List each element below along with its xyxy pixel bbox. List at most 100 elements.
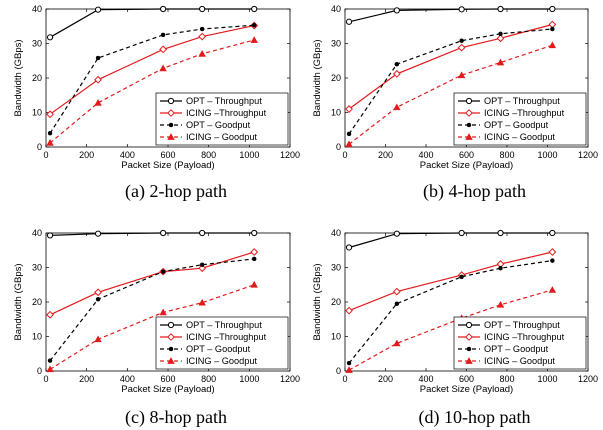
data-point xyxy=(458,6,465,13)
legend: OPT – Throughput ICING –Throughput OPT – G… xyxy=(453,92,587,146)
data-point xyxy=(94,75,102,84)
y-tick-label: 30 xyxy=(331,263,341,273)
y-tick-label: 0 xyxy=(37,366,42,376)
data-point xyxy=(198,264,207,273)
x-tick-label: 200 xyxy=(79,374,94,384)
data-point xyxy=(160,32,166,38)
data-point xyxy=(393,339,401,347)
chart-panel-2: 0 200 400 600 800 1000 1200 0 10 20 30 40 Packet Siz… xyxy=(312,4,598,202)
legend-label: OPT – Throughput xyxy=(186,320,262,330)
subfigure-caption: (d) 10-hop path xyxy=(419,407,531,428)
series-2 xyxy=(46,21,259,119)
x-tick-label: 0 xyxy=(342,150,347,160)
x-tick-label: 1000 xyxy=(537,150,557,160)
subfigure-caption: (c) 8-hop path xyxy=(125,407,227,428)
data-point xyxy=(251,229,258,237)
series-line xyxy=(49,8,255,38)
data-point xyxy=(548,41,557,49)
x-tick-label: 800 xyxy=(499,150,514,160)
legend: OPT – Throughput ICING –Throughput OPT – G… xyxy=(155,316,289,370)
series-1 xyxy=(46,229,258,239)
data-point xyxy=(345,306,353,315)
data-point xyxy=(46,365,54,373)
y-tick-label: 20 xyxy=(331,297,341,307)
legend-marker xyxy=(168,346,174,352)
legend-marker xyxy=(465,321,473,329)
data-point xyxy=(250,248,259,256)
data-point xyxy=(47,358,53,363)
subfigure-caption: (b) 4-hop path xyxy=(423,181,526,202)
data-point xyxy=(159,308,167,316)
data-point xyxy=(251,22,257,28)
chart-panel-1: 0 200 400 600 800 1000 1200 0 10 20 30 40 Packet Siz… xyxy=(13,4,300,202)
data-point xyxy=(459,274,464,280)
legend-marker xyxy=(167,333,175,341)
x-tick-label: 0 xyxy=(342,374,347,384)
x-tick-label: 600 xyxy=(459,150,474,160)
series-1 xyxy=(345,229,556,251)
series-3 xyxy=(47,22,257,136)
data-point xyxy=(46,34,54,41)
data-point xyxy=(250,36,258,43)
legend-marker xyxy=(465,357,473,364)
series-line xyxy=(348,260,553,364)
y-tick-label: 0 xyxy=(37,142,42,152)
data-point xyxy=(199,229,206,237)
legend-label: ICING –Throughput xyxy=(484,108,565,118)
x-tick-label: 600 xyxy=(160,150,175,160)
x-tick-label: 0 xyxy=(43,150,48,160)
data-point xyxy=(550,258,555,263)
data-point xyxy=(251,256,257,262)
data-point xyxy=(550,26,555,32)
data-point xyxy=(548,248,557,256)
data-point xyxy=(251,5,258,13)
legend-marker xyxy=(167,97,175,105)
data-point xyxy=(199,5,206,13)
series-line xyxy=(348,232,553,249)
legend-marker xyxy=(167,109,175,117)
data-point xyxy=(394,61,400,67)
x-tick-label: 800 xyxy=(201,150,216,160)
y-tick-label: 40 xyxy=(32,228,42,238)
legend-box xyxy=(453,92,587,146)
legend-label: ICING –Throughput xyxy=(484,332,565,342)
legend-label: OPT – Goodput xyxy=(186,344,251,354)
series-3 xyxy=(346,26,555,137)
legend-marker xyxy=(465,97,473,105)
y-tick-label: 20 xyxy=(331,73,341,83)
legend-marker xyxy=(167,133,175,140)
data-point xyxy=(198,32,207,41)
series-4 xyxy=(46,36,258,146)
legend-label: ICING – Goodput xyxy=(186,132,257,142)
x-tick-label: 1200 xyxy=(280,150,300,160)
data-point xyxy=(393,230,400,237)
data-point xyxy=(94,335,102,343)
data-point xyxy=(46,110,54,119)
y-tick-label: 20 xyxy=(32,297,42,307)
data-point xyxy=(47,130,53,136)
x-tick-label: 1000 xyxy=(239,374,259,384)
y-tick-label: 40 xyxy=(331,228,341,238)
data-point xyxy=(497,229,504,237)
legend-marker xyxy=(168,122,174,128)
legend-box xyxy=(155,316,289,370)
x-tick-label: 200 xyxy=(378,150,393,160)
series-2 xyxy=(46,248,259,319)
data-point xyxy=(459,38,464,43)
y-tick-label: 10 xyxy=(331,108,341,118)
data-point xyxy=(94,6,102,13)
legend-label: OPT – Throughput xyxy=(484,320,560,330)
data-point xyxy=(496,58,505,66)
data-point xyxy=(549,5,556,13)
x-tick-label: 200 xyxy=(79,150,94,160)
data-point xyxy=(160,229,167,237)
y-axis-label: Bandwidth (GBps) xyxy=(312,39,323,116)
legend-label: OPT – Goodput xyxy=(484,120,549,130)
data-point xyxy=(346,360,352,366)
x-tick-label: 400 xyxy=(418,374,433,384)
legend-box xyxy=(155,92,289,146)
data-point xyxy=(497,5,504,13)
data-point xyxy=(345,105,353,113)
legend-box xyxy=(453,316,587,370)
data-point xyxy=(458,229,465,237)
